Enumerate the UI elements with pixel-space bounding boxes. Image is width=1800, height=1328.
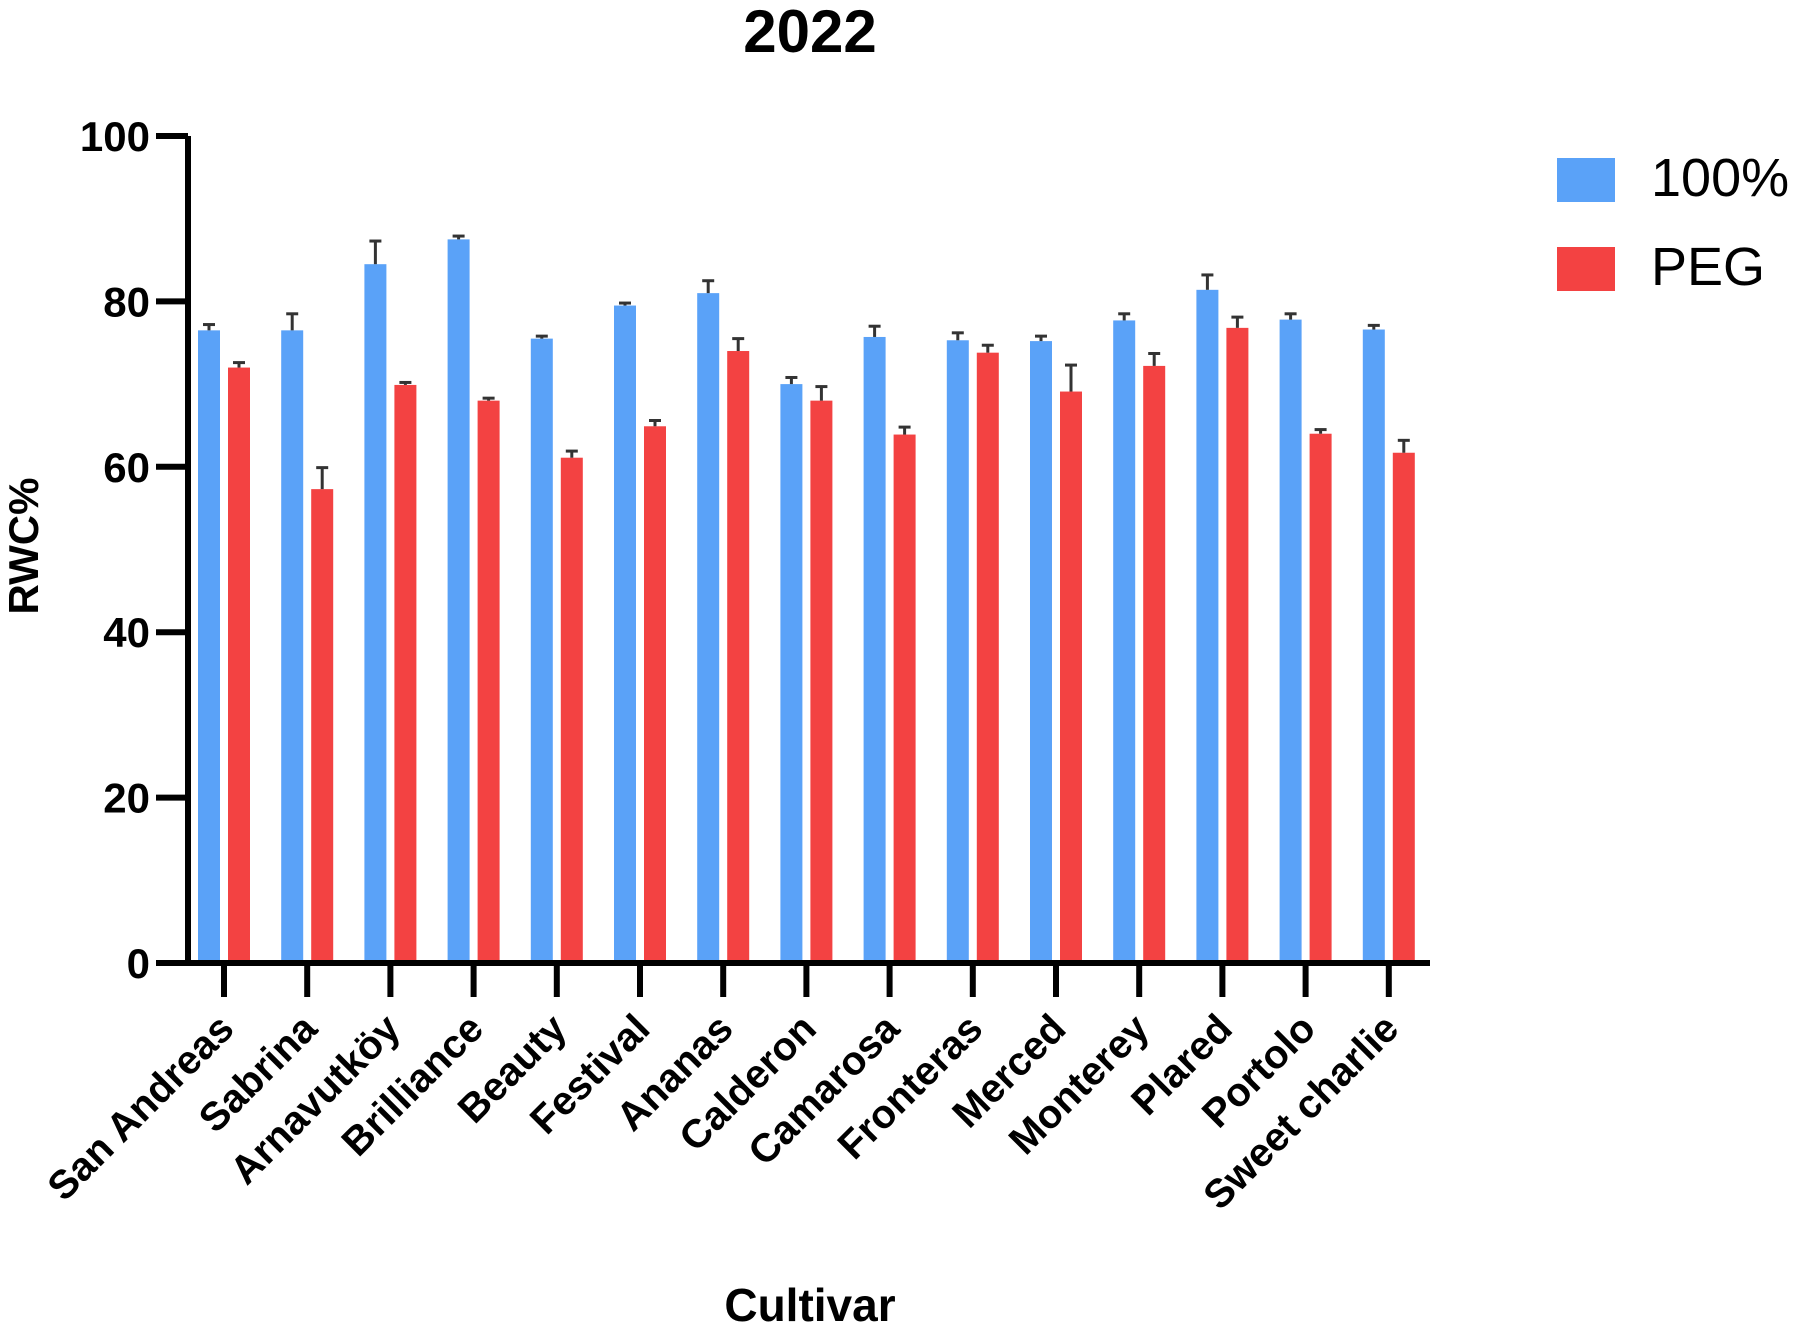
bar-100pct: [364, 264, 387, 963]
bar-peg: [1143, 365, 1166, 963]
x-axis-label: Cultivar: [724, 1279, 895, 1328]
y-tick-label: 20: [103, 775, 150, 822]
bar-peg: [1309, 433, 1332, 964]
bar-100pct: [1279, 319, 1302, 963]
legend-swatch-100pct: [1557, 158, 1615, 202]
bar-peg: [228, 367, 250, 963]
y-tick-label: 60: [103, 444, 150, 491]
y-tick-label: 40: [103, 609, 150, 656]
legend-label: 100%: [1651, 148, 1789, 208]
legend: 100% PEG: [1557, 148, 1789, 297]
bar-peg: [394, 384, 417, 963]
bar-peg: [311, 489, 334, 963]
bar-100pct: [198, 330, 220, 964]
bar-100pct: [1362, 329, 1385, 963]
bar-100pct: [946, 340, 969, 963]
chart-title: 2022: [743, 0, 876, 65]
bar-peg: [644, 426, 666, 964]
bar-100pct: [1030, 341, 1052, 963]
y-tick-label: 0: [127, 940, 150, 987]
bar-100pct: [281, 330, 304, 964]
bar-peg: [976, 352, 999, 963]
bar-peg: [893, 434, 916, 963]
bar-peg: [560, 457, 583, 963]
legend-swatch-peg: [1557, 247, 1615, 291]
bar-peg: [477, 400, 500, 963]
bar-peg: [1060, 391, 1082, 964]
bar-100pct: [447, 239, 470, 963]
bar-100pct: [780, 384, 803, 964]
bar-100pct: [863, 336, 886, 963]
bar-100pct: [530, 338, 553, 963]
bar-peg: [727, 351, 750, 963]
y-axis-label: RWC%: [0, 478, 47, 615]
bar-100pct: [1113, 320, 1136, 963]
bar-100pct: [697, 293, 720, 963]
bar-peg: [810, 400, 833, 963]
bar-peg: [1392, 452, 1415, 963]
bar-100pct: [614, 305, 636, 963]
y-tick-label: 80: [103, 278, 150, 325]
bar-100pct: [1196, 289, 1219, 963]
legend-label: PEG: [1651, 237, 1765, 297]
y-tick-label: 100: [80, 113, 150, 160]
bar-peg: [1226, 327, 1249, 963]
